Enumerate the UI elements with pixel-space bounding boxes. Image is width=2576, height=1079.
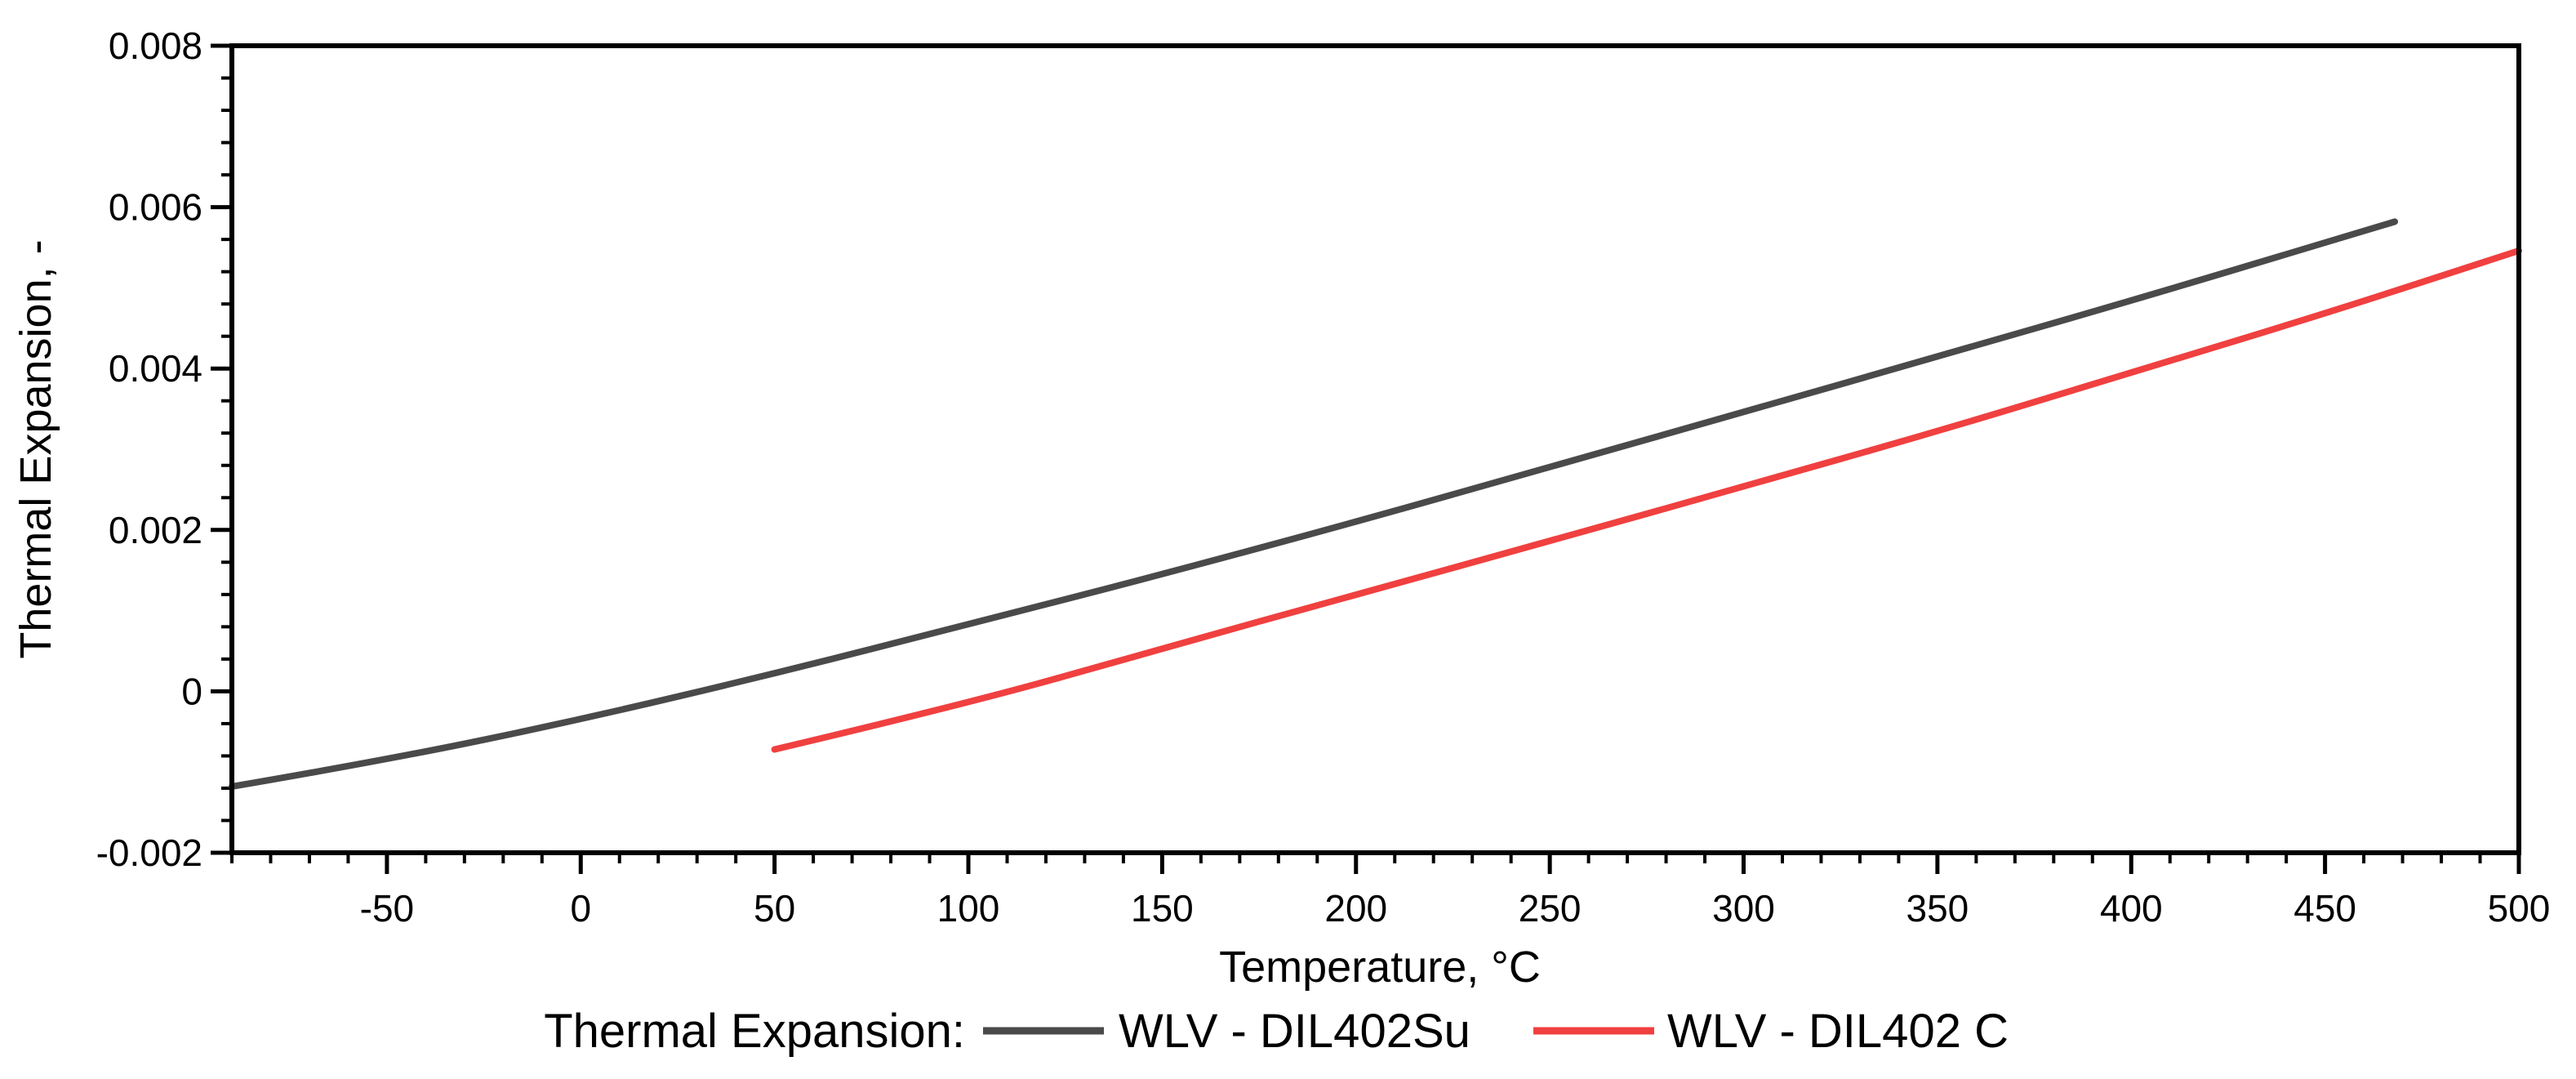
y-tick-label: 0.008 [109,25,202,67]
y-tick-label: 0.002 [109,509,202,551]
legend-title: Thermal Expansion: [544,1005,965,1058]
y-axis-title: Thermal Expansion, - [11,239,60,658]
legend-label-dil402su: WLV - DIL402Su [1119,1005,1470,1058]
x-tick-label: 250 [1519,887,1582,930]
x-tick-label: 50 [754,887,795,930]
legend: Thermal Expansion: WLV - DIL402Su WLV - … [544,1005,2009,1058]
x-tick-label: 400 [2100,887,2163,930]
legend-label-dil402c: WLV - DIL402 C [1667,1005,2009,1058]
y-tick-label: 0.004 [109,347,202,390]
x-tick-label: 450 [2293,887,2356,930]
x-tick-label: 350 [1906,887,1969,930]
series-line-dil402c [771,247,2522,753]
plot-frame [229,43,2521,855]
minor-ticks [221,44,2520,863]
tick-labels: -50 0 50 100 150 200 250 300 350 400 450 500 -0.002 0… [96,25,2551,930]
x-tick-label: 100 [937,887,1000,930]
series-lines [229,218,2522,790]
x-tick-label: 500 [2488,887,2551,930]
major-ticks [211,43,2521,874]
x-tick-label: 150 [1131,887,1194,930]
y-tick-label: 0 [181,670,202,712]
y-tick-label: 0.006 [109,186,202,229]
x-tick-label: 300 [1712,887,1775,930]
x-axis-title: Temperature, °C [1219,943,1541,992]
x-tick-label: 200 [1324,887,1387,930]
x-tick-label: -50 [360,887,414,930]
x-tick-label: 0 [570,887,591,930]
series-line-dil402su [229,218,2399,790]
y-tick-label: -0.002 [96,832,202,874]
